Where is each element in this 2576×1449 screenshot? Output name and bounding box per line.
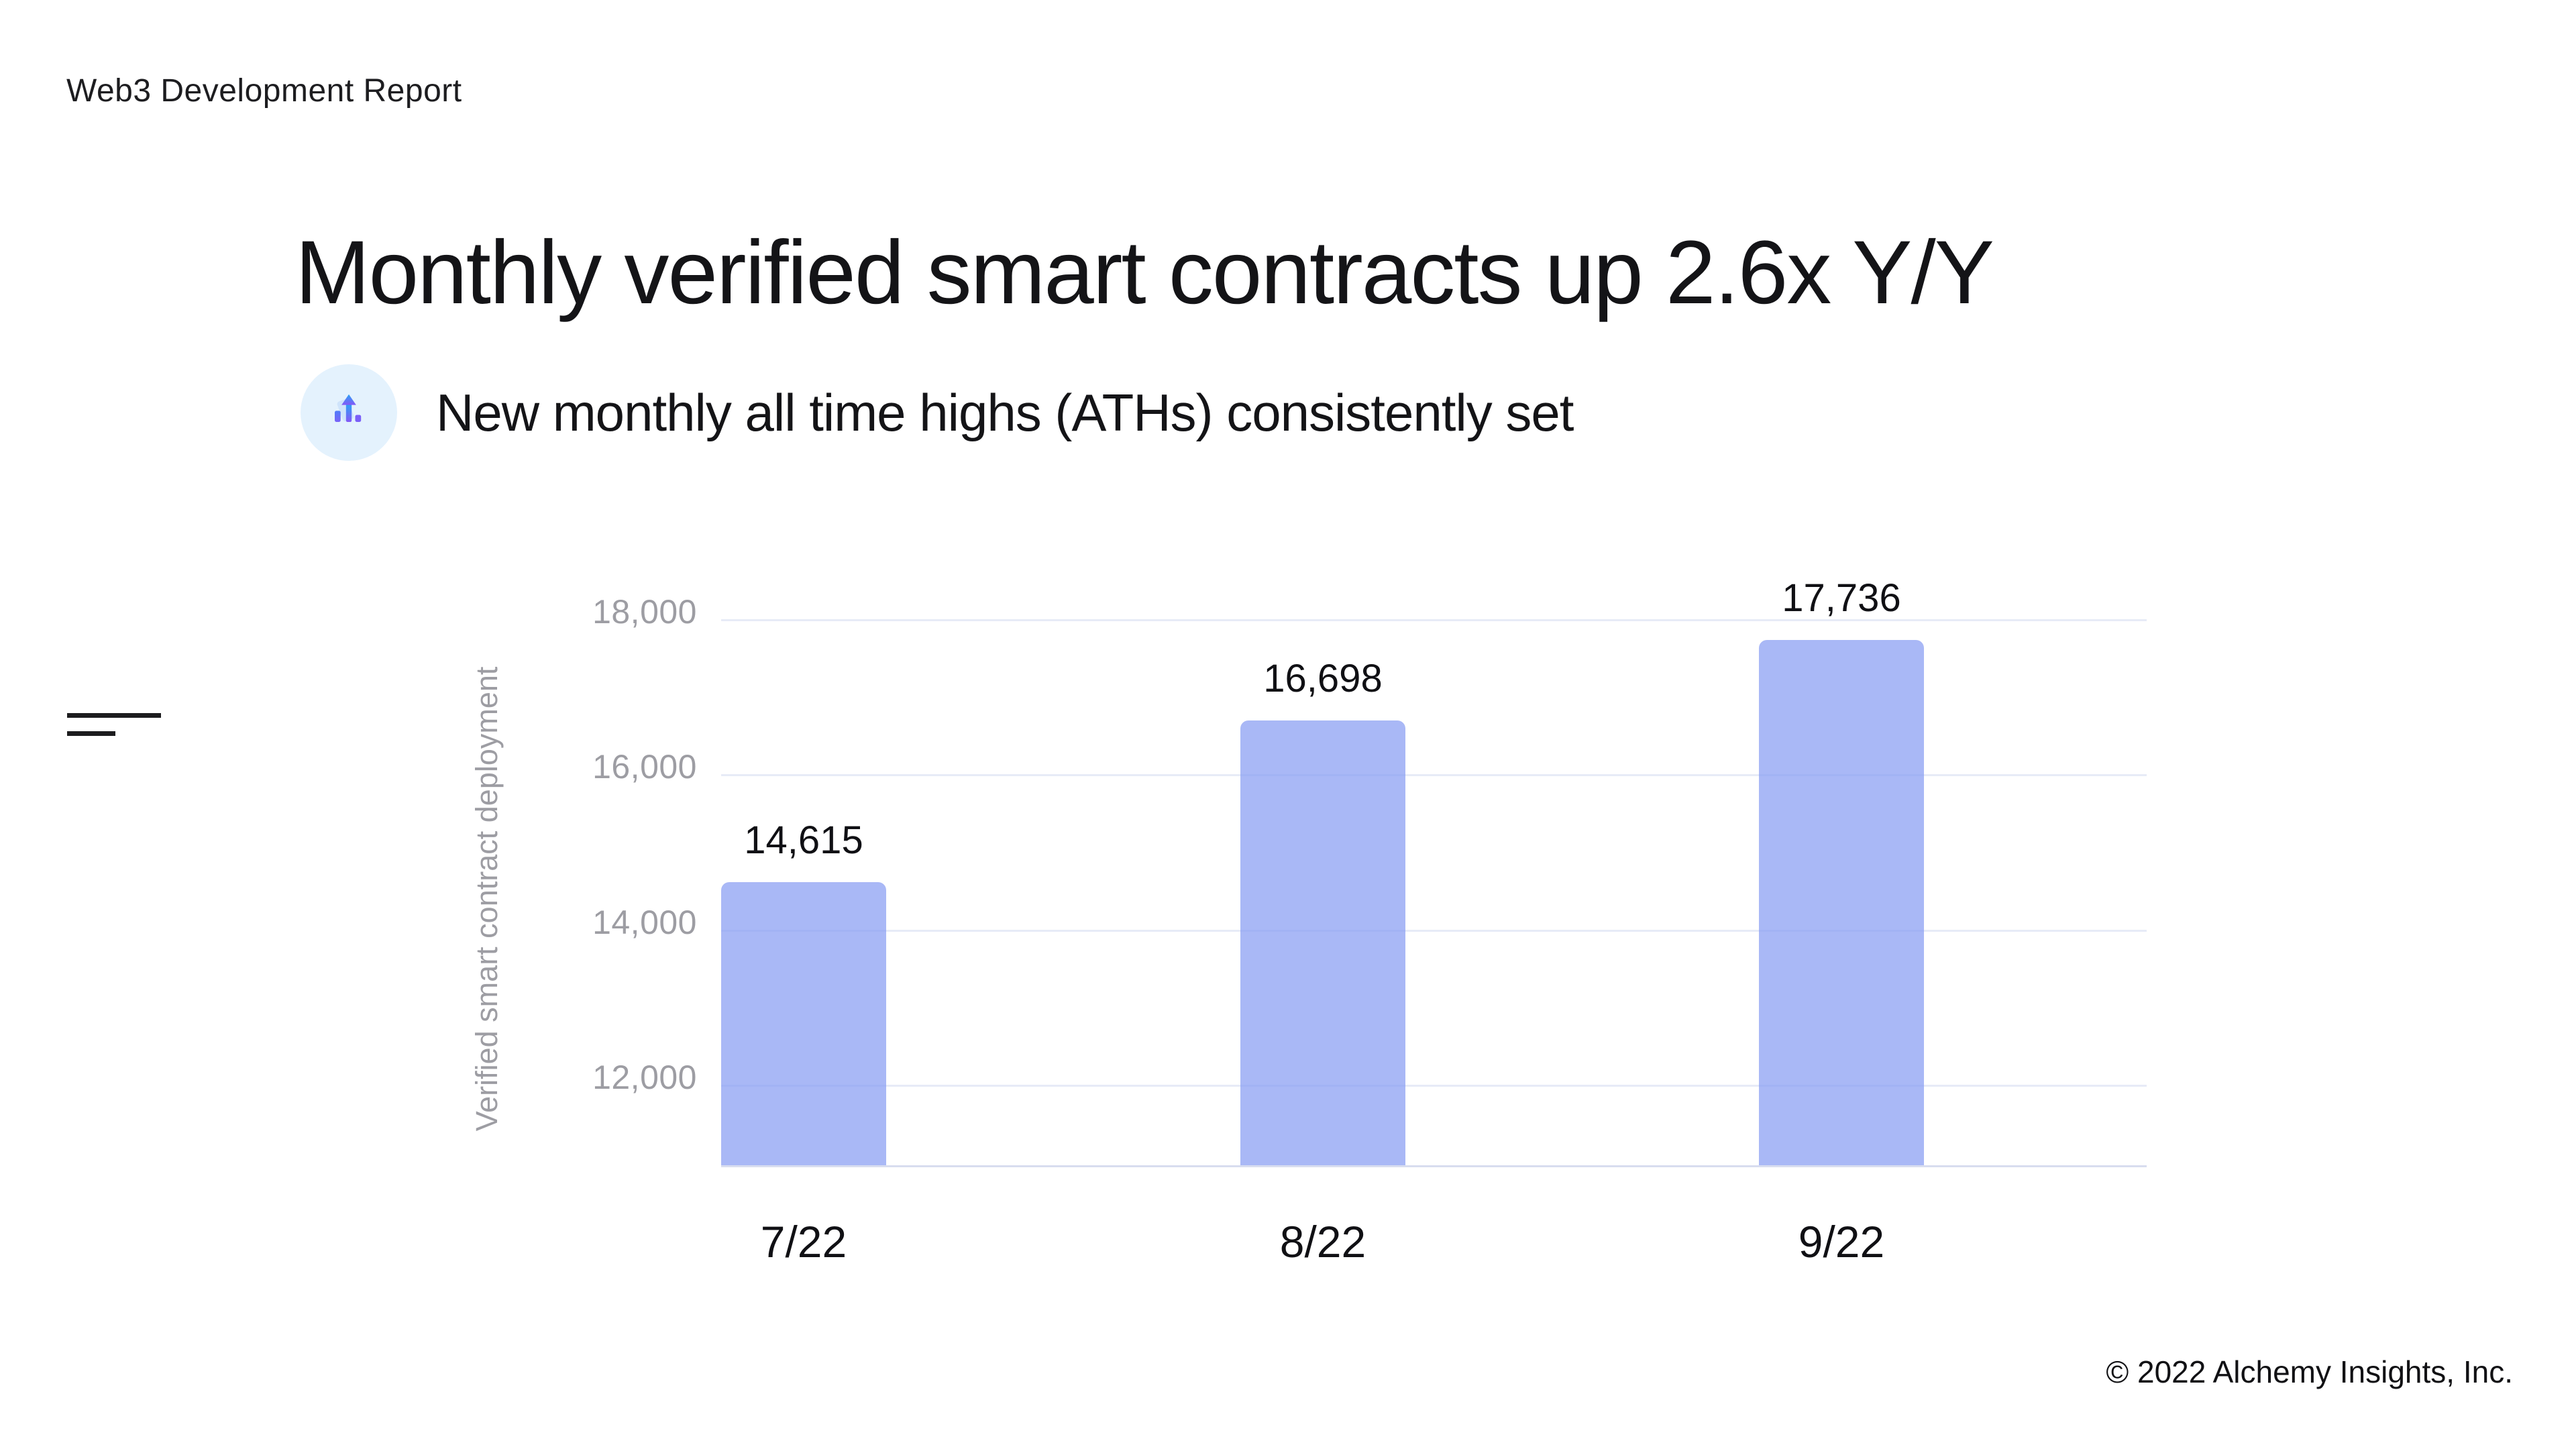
gridline-14000 — [721, 929, 2147, 932]
value-label-8/22: 16,698 — [1263, 657, 1383, 701]
x-tick-label-8/22: 8/22 — [1279, 1217, 1366, 1267]
y-tick-label-12000: 12,000 — [592, 1059, 697, 1097]
bar-9/22 — [1759, 640, 1924, 1167]
decorative-dashes — [67, 713, 162, 737]
x-tick-label-9/22: 9/22 — [1798, 1217, 1885, 1267]
y-tick-label-16000: 16,000 — [592, 748, 697, 786]
gridline-12000 — [721, 1085, 2147, 1087]
y-tick-label-18000: 18,000 — [592, 592, 697, 631]
copyright-text: © 2022 Alchemy Insights, Inc. — [2106, 1354, 2513, 1389]
subtitle-row: New monthly all time highs (ATHs) consis… — [301, 364, 1574, 461]
gridline-18000 — [721, 619, 2147, 621]
value-label-9/22: 17,736 — [1782, 576, 1901, 621]
subtitle-text: New monthly all time highs (ATHs) consis… — [436, 382, 1574, 442]
report-label: Web3 Development Report — [66, 73, 462, 109]
gridline-16000 — [721, 774, 2147, 777]
value-label-7/22: 14,615 — [744, 818, 863, 863]
x-tick-label-7/22: 7/22 — [760, 1217, 847, 1267]
bar-7/22 — [721, 882, 886, 1167]
dash-line-long — [67, 713, 161, 718]
plot-area: 14,615 16,698 17,736 — [721, 576, 2147, 1167]
y-tick-label-14000: 14,000 — [592, 903, 697, 941]
bar-chart-up-icon — [301, 364, 397, 461]
page-title: Monthly verified smart contracts up 2.6x… — [295, 223, 1994, 323]
x-axis-line — [721, 1165, 2147, 1167]
dash-line-short — [67, 731, 115, 736]
bar-8/22 — [1240, 720, 1405, 1167]
